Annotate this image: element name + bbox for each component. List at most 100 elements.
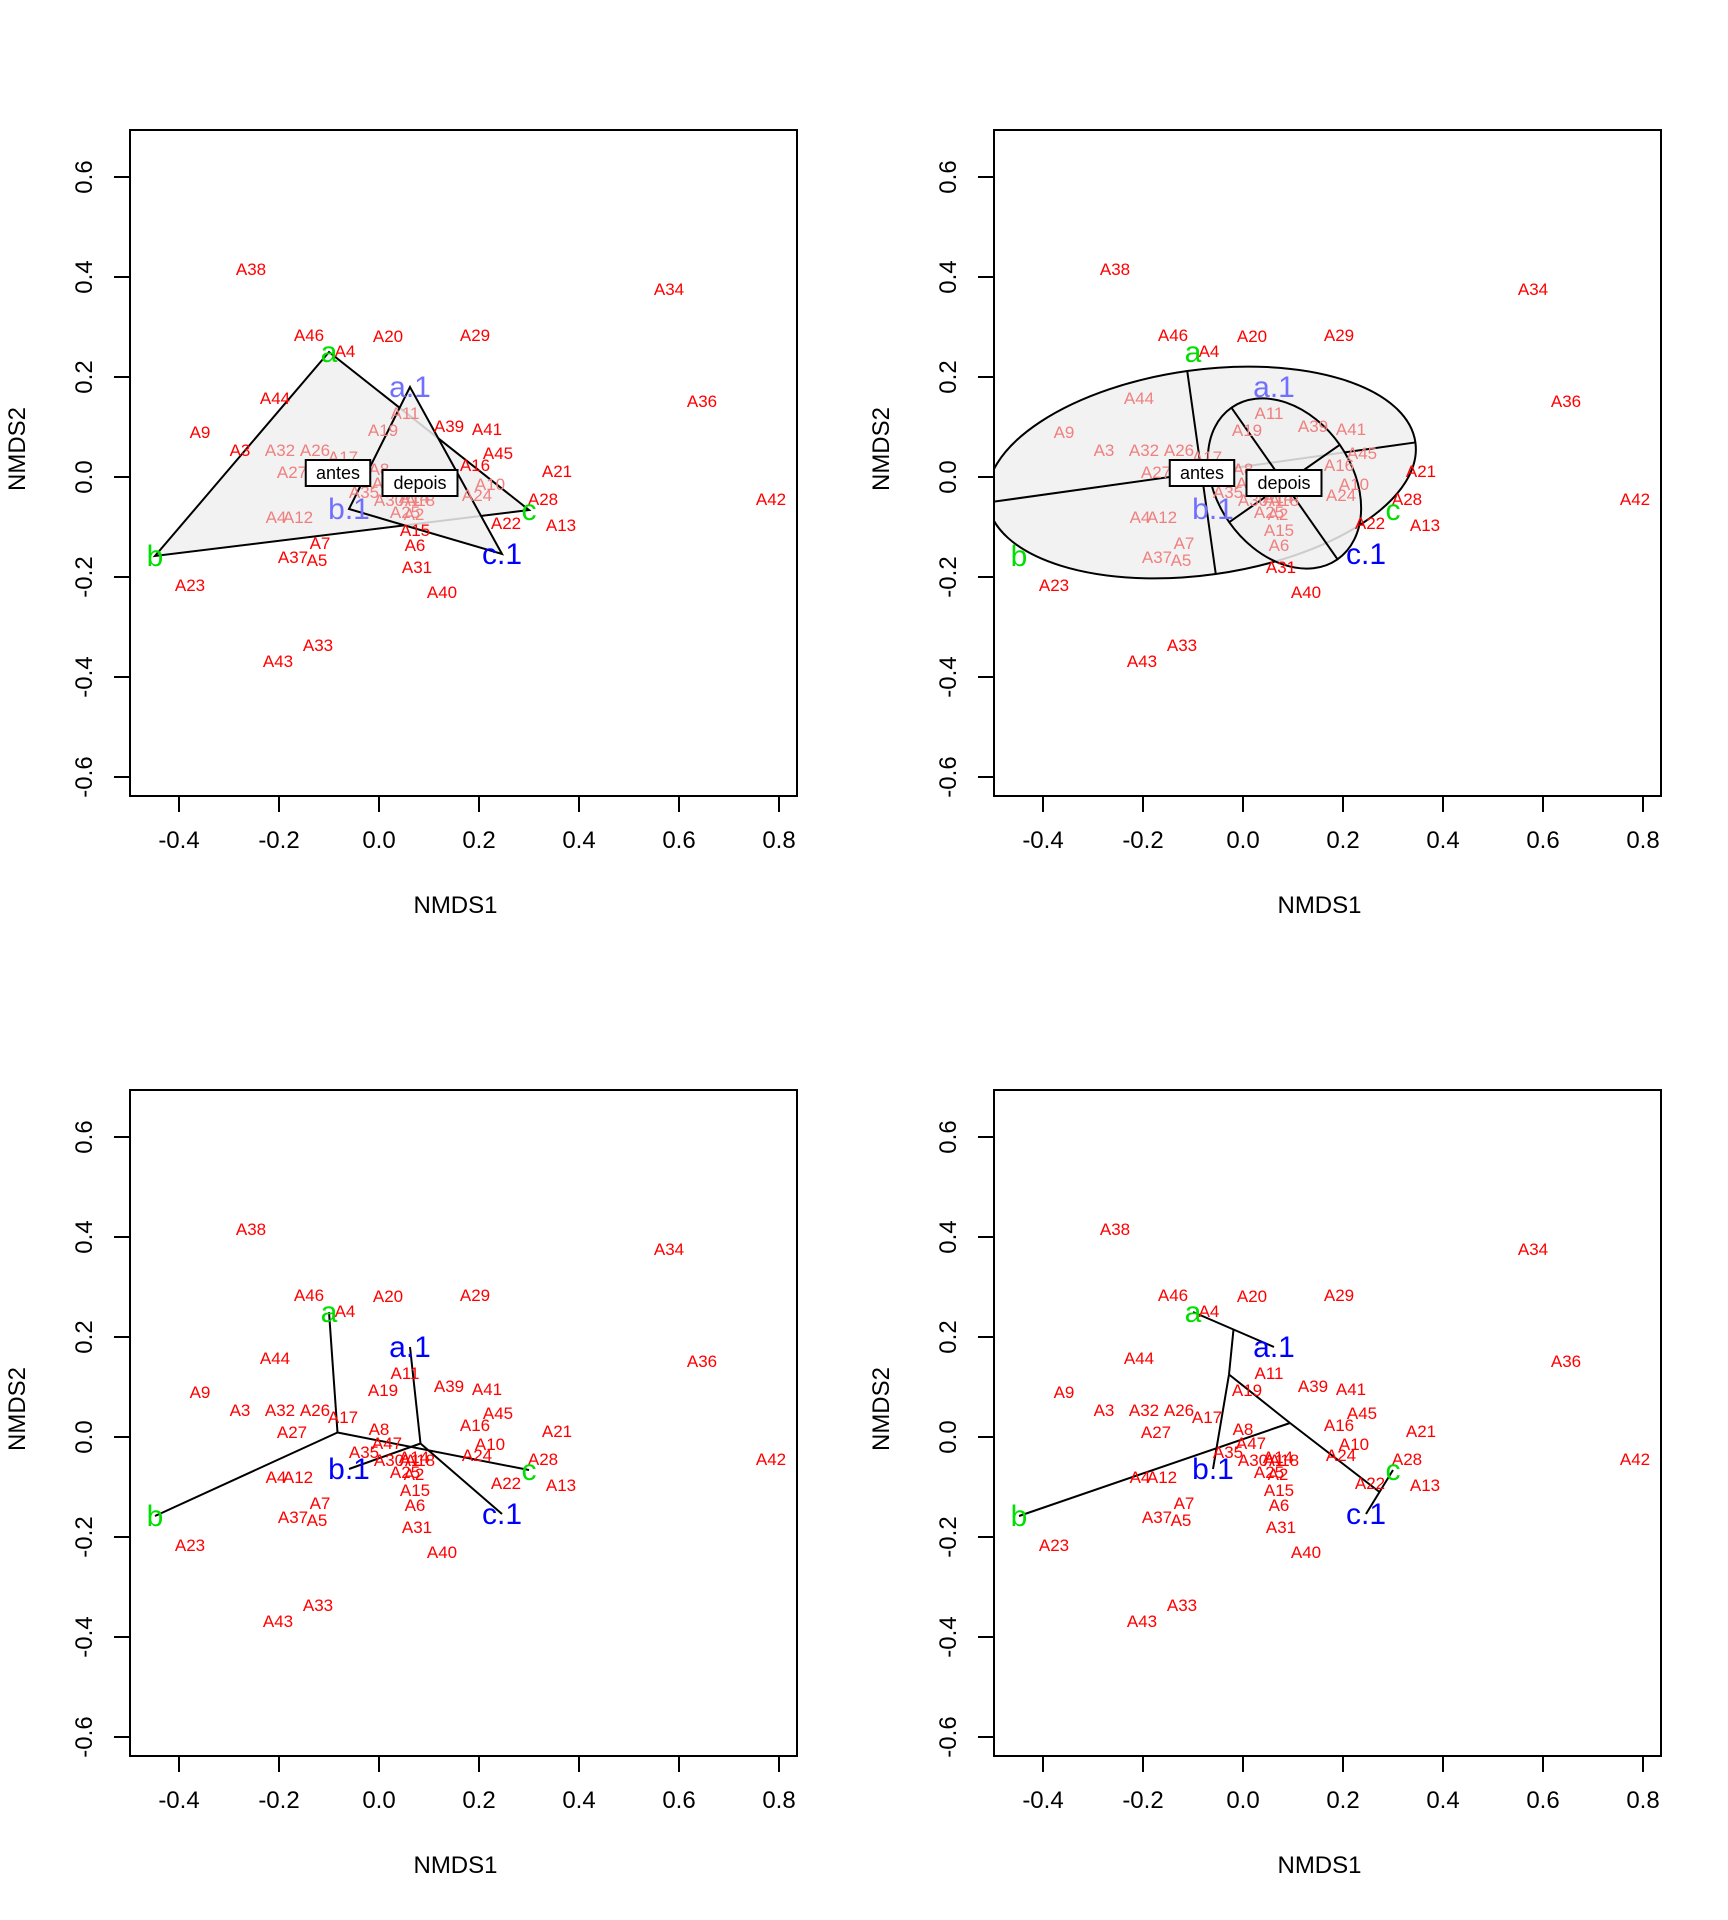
y-axis-label: NMDS2 <box>868 407 895 491</box>
site-label: A27 <box>277 463 307 482</box>
site-label: A44 <box>260 389 290 408</box>
y-tick-label: -0.6 <box>71 756 98 797</box>
site-label: A40 <box>427 583 457 602</box>
plot-frame <box>993 129 1662 797</box>
site-label: A13 <box>546 516 576 535</box>
site-label: A32 <box>265 441 295 460</box>
group-box-antes: antes <box>1168 459 1236 487</box>
site-label: A35 <box>349 1443 379 1462</box>
site-label: A25 <box>390 1463 420 1482</box>
site-label: A2 <box>1268 505 1289 524</box>
group-label-a-1: a.1 <box>389 1331 431 1364</box>
site-label: A7 <box>310 1494 331 1513</box>
x-tick-label: 0.6 <box>1526 1787 1559 1814</box>
site-label: A45 <box>483 444 513 463</box>
group-label-a-1: a.1 <box>1253 1331 1295 1364</box>
site-label: A36 <box>687 392 717 411</box>
site-label: A19 <box>1232 421 1262 440</box>
site-label: A44 <box>260 1349 290 1368</box>
y-tick-label: -0.4 <box>935 656 962 697</box>
site-label: A19 <box>368 421 398 440</box>
site-label: A44 <box>1124 389 1154 408</box>
site-label: A19 <box>1232 1381 1262 1400</box>
x-tick-label: 0.2 <box>1326 827 1359 854</box>
y-tick-label: -0.6 <box>935 756 962 797</box>
x-tick-label: 0.8 <box>762 1787 795 1814</box>
site-label: A6 <box>405 1496 426 1515</box>
site-label: A16 <box>1324 456 1354 475</box>
site-label: A33 <box>1167 1596 1197 1615</box>
site-label: A41 <box>1336 1380 1366 1399</box>
site-label: A36 <box>687 1352 717 1371</box>
site-label: A18 <box>405 1451 435 1470</box>
x-tick-label: -0.2 <box>1122 827 1163 854</box>
site-label: A4 <box>1199 342 1220 361</box>
y-tick-label: 0.6 <box>71 1120 98 1153</box>
site-label: A18 <box>1269 1451 1299 1470</box>
y-tick-label: -0.6 <box>71 1716 98 1757</box>
site-label: A9 <box>190 423 211 442</box>
group-box-antes: antes <box>304 459 372 487</box>
y-tick-label: -0.4 <box>71 656 98 697</box>
site-label: A4 <box>266 508 287 527</box>
group-box-frame <box>1245 469 1323 497</box>
group-label-c-1: c.1 <box>482 538 522 571</box>
x-tick-label: -0.4 <box>158 1787 199 1814</box>
site-label: A20 <box>1237 1287 1267 1306</box>
site-label: A26 <box>300 1401 330 1420</box>
y-tick-label: -0.2 <box>71 556 98 597</box>
spider-line-antes <box>337 1431 530 1471</box>
site-label: A28 <box>528 490 558 509</box>
site-label: A30 <box>374 1451 404 1470</box>
spider-line-depois <box>419 1442 503 1515</box>
x-tick-label: 0.4 <box>1426 827 1459 854</box>
site-label: A15 <box>400 521 430 540</box>
y-tick-label: 0.4 <box>935 1220 962 1253</box>
site-label: A17 <box>1192 1408 1222 1427</box>
site-label: A45 <box>1347 444 1377 463</box>
group-box-depois: depois <box>381 469 459 497</box>
site-label: A30 <box>1238 1451 1268 1470</box>
plot-frame <box>993 1089 1662 1757</box>
site-label: A31 <box>1266 558 1296 577</box>
site-label: A40 <box>1291 1543 1321 1562</box>
x-tick-label: -0.4 <box>1022 1787 1063 1814</box>
site-label: A43 <box>263 652 293 671</box>
site-label: A25 <box>1254 1463 1284 1482</box>
x-tick-label: 0.0 <box>1226 1787 1259 1814</box>
site-label: A20 <box>1237 327 1267 346</box>
site-label: A26 <box>1164 441 1194 460</box>
y-axis-label: NMDS2 <box>4 407 31 491</box>
site-label: A37 <box>278 1508 308 1527</box>
group-label-a: a <box>1185 1296 1202 1329</box>
site-label: A39 <box>434 417 464 436</box>
site-label: A29 <box>460 326 490 345</box>
group-label-b-1: b.1 <box>1192 1453 1234 1486</box>
site-label: A37 <box>1142 548 1172 567</box>
site-label: A29 <box>460 1286 490 1305</box>
group-box-label: depois <box>1257 473 1310 493</box>
site-label: A23 <box>175 576 205 595</box>
x-tick-label: 0.4 <box>562 1787 595 1814</box>
site-label: A9 <box>1054 423 1075 442</box>
x-tick-label: -0.4 <box>158 827 199 854</box>
site-label: A5 <box>307 1511 328 1530</box>
x-tick-label: 0.0 <box>1226 827 1259 854</box>
site-label: A7 <box>1174 1494 1195 1513</box>
site-label: A7 <box>310 534 331 553</box>
group-label-c: c <box>522 494 537 527</box>
y-tick-label: -0.6 <box>935 1716 962 1757</box>
site-label: A38 <box>236 260 266 279</box>
plot-frame <box>129 1089 798 1757</box>
site-label: A4 <box>1130 508 1151 527</box>
site-label: A36 <box>1551 1352 1581 1371</box>
site-label: A10 <box>1339 475 1369 494</box>
group-label-a: a <box>321 1296 338 1329</box>
site-label: A7 <box>1174 534 1195 553</box>
site-label: A35 <box>1213 1443 1243 1462</box>
site-label: A25 <box>390 503 420 522</box>
site-label: A19 <box>368 1381 398 1400</box>
